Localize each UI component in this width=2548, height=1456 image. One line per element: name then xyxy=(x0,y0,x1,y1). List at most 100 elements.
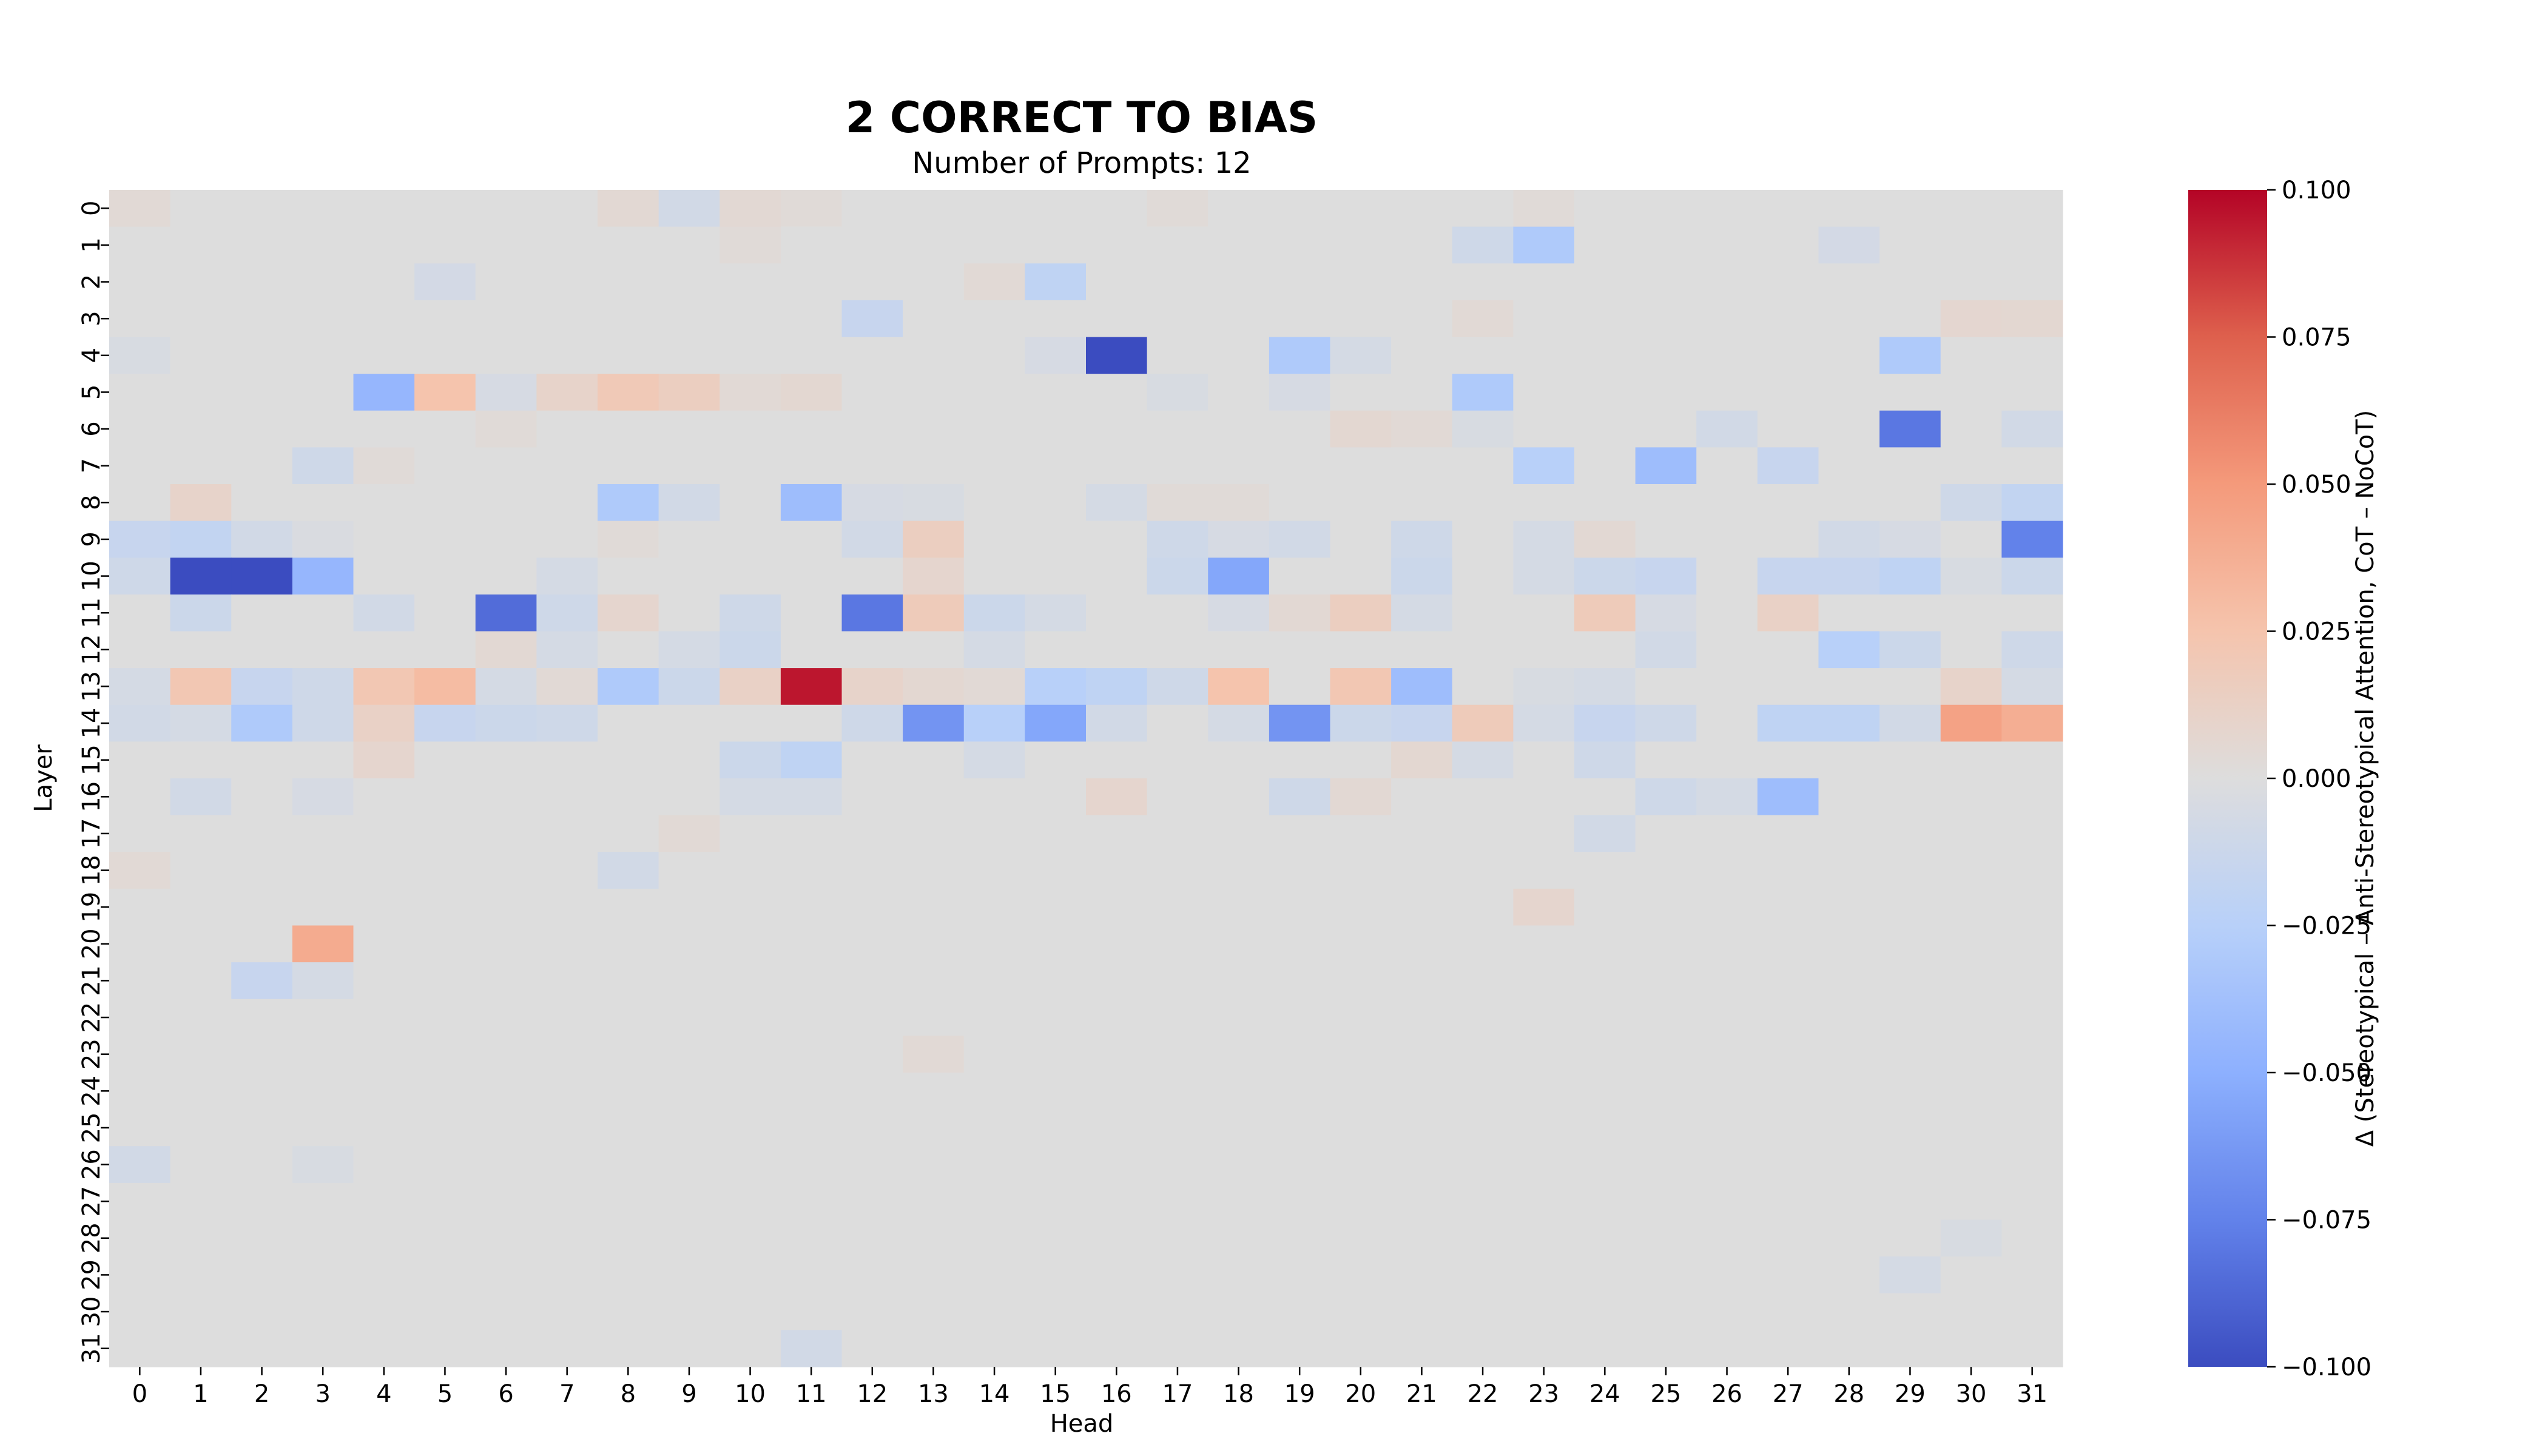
heatmap-cell-l29-h31 xyxy=(2001,1256,2063,1294)
heatmap-cell-l3-h2 xyxy=(231,300,293,338)
heatmap-cell-l20-h0 xyxy=(109,925,171,963)
heatmap-cell-l8-h12 xyxy=(841,484,903,522)
heatmap-cell-l4-h7 xyxy=(536,337,598,374)
heatmap-cell-l2-h15 xyxy=(1025,263,1087,301)
heatmap-cell-l1-h22 xyxy=(1452,226,1514,264)
heatmap-cell-l20-h31 xyxy=(2001,925,2063,963)
heatmap-cell-l25-h20 xyxy=(1330,1109,1392,1147)
heatmap-cell-l22-h12 xyxy=(841,999,903,1036)
heatmap-cell-l25-h23 xyxy=(1513,1109,1575,1147)
heatmap-cell-l12-h5 xyxy=(414,631,476,669)
heatmap-cell-l14-h16 xyxy=(1086,704,1148,742)
heatmap-cell-l22-h21 xyxy=(1391,999,1453,1036)
heatmap-cell-l1-h8 xyxy=(598,226,659,264)
heatmap-cell-l30-h25 xyxy=(1635,1293,1697,1330)
x-tick-label: 28 xyxy=(1833,1380,1864,1408)
heatmap-cell-l7-h25 xyxy=(1635,447,1697,485)
heatmap-cell-l2-h16 xyxy=(1086,263,1148,301)
heatmap-cell-l10-h29 xyxy=(1879,558,1941,595)
heatmap-cell-l27-h31 xyxy=(2001,1182,2063,1221)
heatmap-cell-l12-h11 xyxy=(780,631,843,669)
heatmap-cell-l31-h3 xyxy=(292,1330,354,1367)
heatmap-cell-l23-h2 xyxy=(231,1036,293,1073)
heatmap-cell-l10-h15 xyxy=(1025,558,1087,595)
heatmap-cell-l26-h10 xyxy=(720,1146,781,1184)
heatmap-cell-l27-h30 xyxy=(1940,1182,2002,1221)
heatmap-cell-l31-h22 xyxy=(1452,1330,1514,1367)
heatmap-cell-l13-h22 xyxy=(1452,668,1514,706)
heatmap-cell-l29-h21 xyxy=(1391,1256,1453,1294)
heatmap-cell-l31-h26 xyxy=(1696,1330,1758,1367)
heatmap-cell-l28-h28 xyxy=(1818,1219,1880,1257)
heatmap-cell-l30-h18 xyxy=(1208,1293,1270,1330)
heatmap-cell-l19-h15 xyxy=(1025,888,1087,926)
heatmap-cell-l10-h27 xyxy=(1757,558,1819,595)
heatmap-cell-l13-h8 xyxy=(598,668,659,706)
heatmap-cell-l8-h13 xyxy=(903,484,965,522)
heatmap-cell-l18-h19 xyxy=(1269,852,1331,889)
heatmap-cell-l19-h11 xyxy=(780,888,843,926)
heatmap-cell-l14-h10 xyxy=(720,704,781,742)
heatmap-cell-l21-h14 xyxy=(963,962,1025,1000)
heatmap-cell-l25-h24 xyxy=(1574,1109,1636,1147)
heatmap-cell-l2-h26 xyxy=(1696,263,1758,301)
heatmap-cell-l24-h8 xyxy=(598,1073,659,1110)
heatmap-cell-l26-h13 xyxy=(903,1146,965,1184)
heatmap-cell-l9-h10 xyxy=(720,521,781,558)
heatmap-cell-l2-h12 xyxy=(841,263,903,301)
heatmap-cell-l19-h25 xyxy=(1635,888,1697,926)
heatmap-cell-l3-h17 xyxy=(1147,300,1208,338)
heatmap-cell-l15-h22 xyxy=(1452,741,1514,779)
y-tick-label: 12 xyxy=(78,634,106,665)
heatmap-cell-l6-h14 xyxy=(963,410,1025,448)
heatmap-cell-l31-h19 xyxy=(1269,1330,1331,1367)
heatmap-cell-l27-h17 xyxy=(1147,1182,1208,1221)
heatmap-cell-l31-h20 xyxy=(1330,1330,1392,1367)
heatmap-cell-l16-h3 xyxy=(292,778,354,816)
heatmap-cell-l18-h21 xyxy=(1391,852,1453,889)
heatmap-cell-l11-h12 xyxy=(841,594,903,632)
heatmap-cell-l22-h6 xyxy=(475,999,537,1036)
heatmap-cell-l17-h18 xyxy=(1208,815,1270,852)
heatmap-cell-l17-h11 xyxy=(780,815,843,852)
x-tick-label: 19 xyxy=(1284,1380,1315,1408)
heatmap-cell-l31-h12 xyxy=(841,1330,903,1367)
heatmap-cell-l11-h31 xyxy=(2001,594,2063,632)
heatmap-cell-l20-h15 xyxy=(1025,925,1087,963)
heatmap-cell-l21-h20 xyxy=(1330,962,1392,1000)
heatmap-cell-l12-h30 xyxy=(1940,631,2002,669)
colorbar-tick-label: 0.000 xyxy=(2282,765,2351,793)
heatmap-cell-l23-h0 xyxy=(109,1036,171,1073)
heatmap-cell-l24-h25 xyxy=(1635,1073,1697,1110)
heatmap-cell-l18-h4 xyxy=(353,852,415,889)
heatmap-cell-l31-h24 xyxy=(1574,1330,1636,1367)
heatmap-cell-l25-h19 xyxy=(1269,1109,1331,1147)
heatmap-cell-l21-h1 xyxy=(170,962,232,1000)
heatmap-cell-l4-h22 xyxy=(1452,337,1514,374)
heatmap-cell-l11-h9 xyxy=(658,594,720,632)
y-tick-label: 25 xyxy=(78,1112,106,1143)
heatmap-cell-l30-h1 xyxy=(170,1293,232,1330)
heatmap-cell-l25-h1 xyxy=(170,1109,232,1147)
heatmap-cell-l31-h25 xyxy=(1635,1330,1697,1367)
heatmap-cell-l30-h24 xyxy=(1574,1293,1636,1330)
heatmap-cell-l18-h18 xyxy=(1208,852,1270,889)
heatmap-cell-l22-h29 xyxy=(1879,999,1941,1036)
heatmap-cell-l22-h24 xyxy=(1574,999,1636,1036)
heatmap-cell-l17-h17 xyxy=(1147,815,1208,852)
heatmap-cell-l11-h16 xyxy=(1086,594,1148,632)
heatmap-cell-l10-h16 xyxy=(1086,558,1148,595)
heatmap-cell-l30-h7 xyxy=(536,1293,598,1330)
heatmap-cell-l5-h23 xyxy=(1513,374,1575,411)
heatmap-cell-l5-h7 xyxy=(536,374,598,411)
heatmap-cell-l8-h14 xyxy=(963,484,1025,522)
heatmap-cell-l3-h31 xyxy=(2001,300,2063,338)
heatmap-cell-l8-h22 xyxy=(1452,484,1514,522)
heatmap-cell-l7-h21 xyxy=(1391,447,1453,485)
heatmap-cell-l7-h30 xyxy=(1940,447,2002,485)
heatmap-cell-l23-h22 xyxy=(1452,1036,1514,1073)
heatmap-cell-l0-h25 xyxy=(1635,190,1697,228)
heatmap-cell-l3-h7 xyxy=(536,300,598,338)
heatmap-cell-l31-h17 xyxy=(1147,1330,1208,1367)
heatmap-cell-l21-h13 xyxy=(903,962,965,1000)
